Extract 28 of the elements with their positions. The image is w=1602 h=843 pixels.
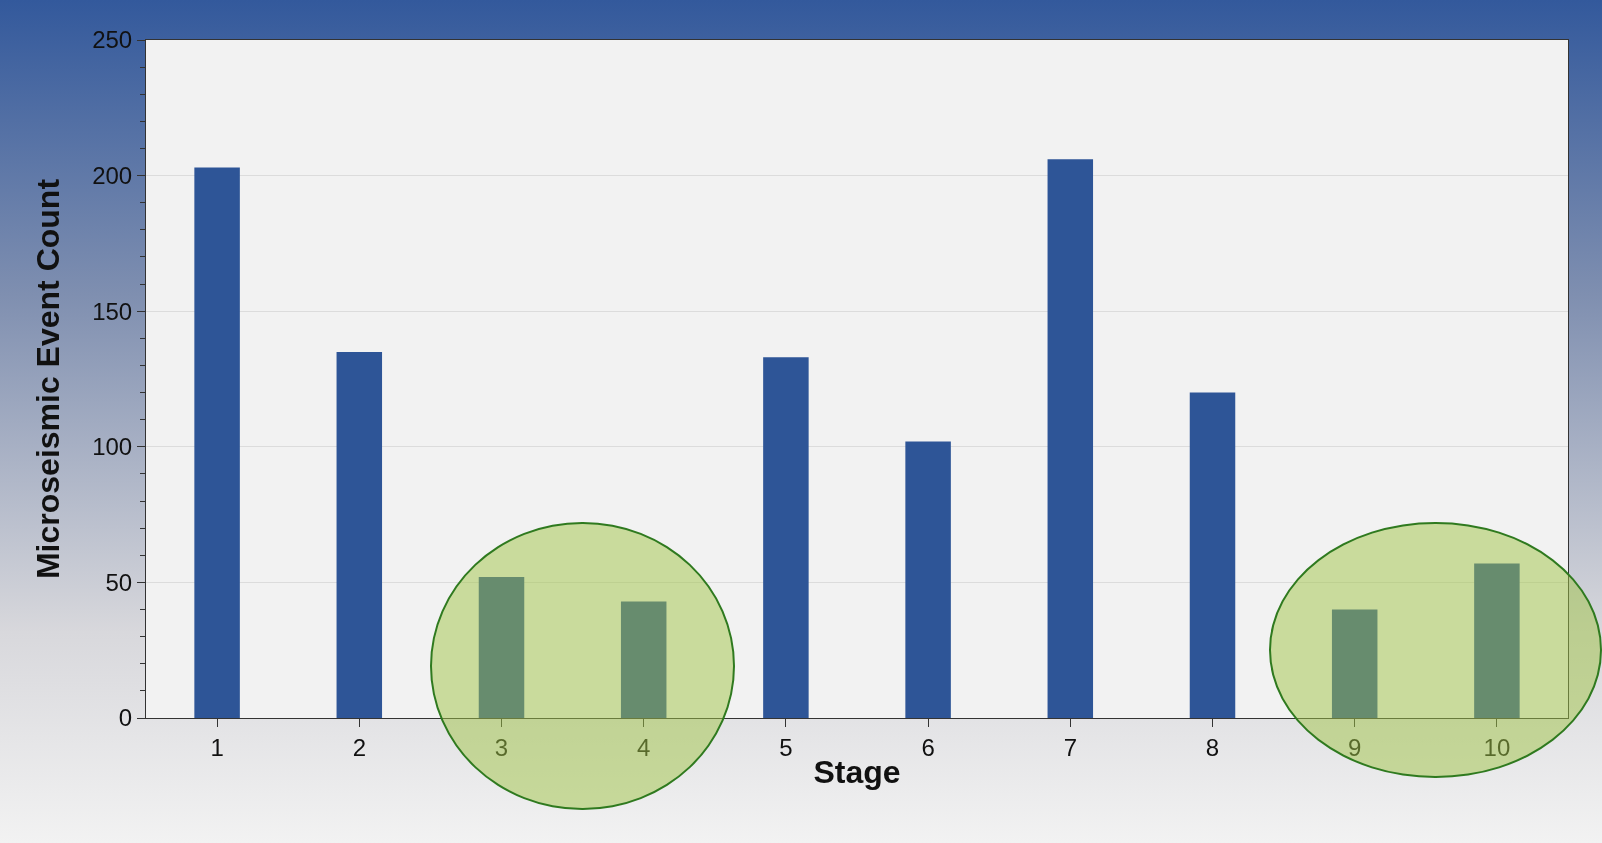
x-tick-label: 2 [352, 733, 366, 761]
bar [1331, 609, 1378, 718]
y-axis-title: Microseismic Event Count [30, 178, 67, 580]
x-tick-label: 6 [921, 733, 935, 761]
bar [336, 351, 383, 718]
y-tick-label: 200 [92, 162, 133, 189]
x-axis-title: Stage [813, 753, 901, 790]
x-tick-label: 9 [1348, 733, 1362, 761]
bar [905, 441, 951, 718]
y-tick-label: 100 [92, 433, 133, 461]
bar [1189, 392, 1236, 718]
bar [1047, 159, 1094, 718]
x-tick-label: 7 [1063, 733, 1077, 761]
x-tick-label: 3 [494, 733, 509, 761]
x-tick-label: 10 [1483, 733, 1511, 761]
x-tick-label: 1 [210, 733, 224, 761]
x-tick-label: 4 [637, 733, 651, 761]
x-tick-label: 8 [1205, 733, 1220, 761]
y-tick-label: 50 [105, 568, 133, 596]
bar [194, 167, 240, 718]
bar [620, 601, 667, 718]
bar [763, 357, 809, 718]
bar [478, 576, 525, 718]
y-tick-label: 150 [92, 297, 133, 325]
x-tick-label: 5 [779, 733, 793, 761]
bar [1474, 563, 1520, 718]
y-tick-label: 250 [92, 26, 133, 54]
y-tick-label: 0 [118, 704, 133, 732]
